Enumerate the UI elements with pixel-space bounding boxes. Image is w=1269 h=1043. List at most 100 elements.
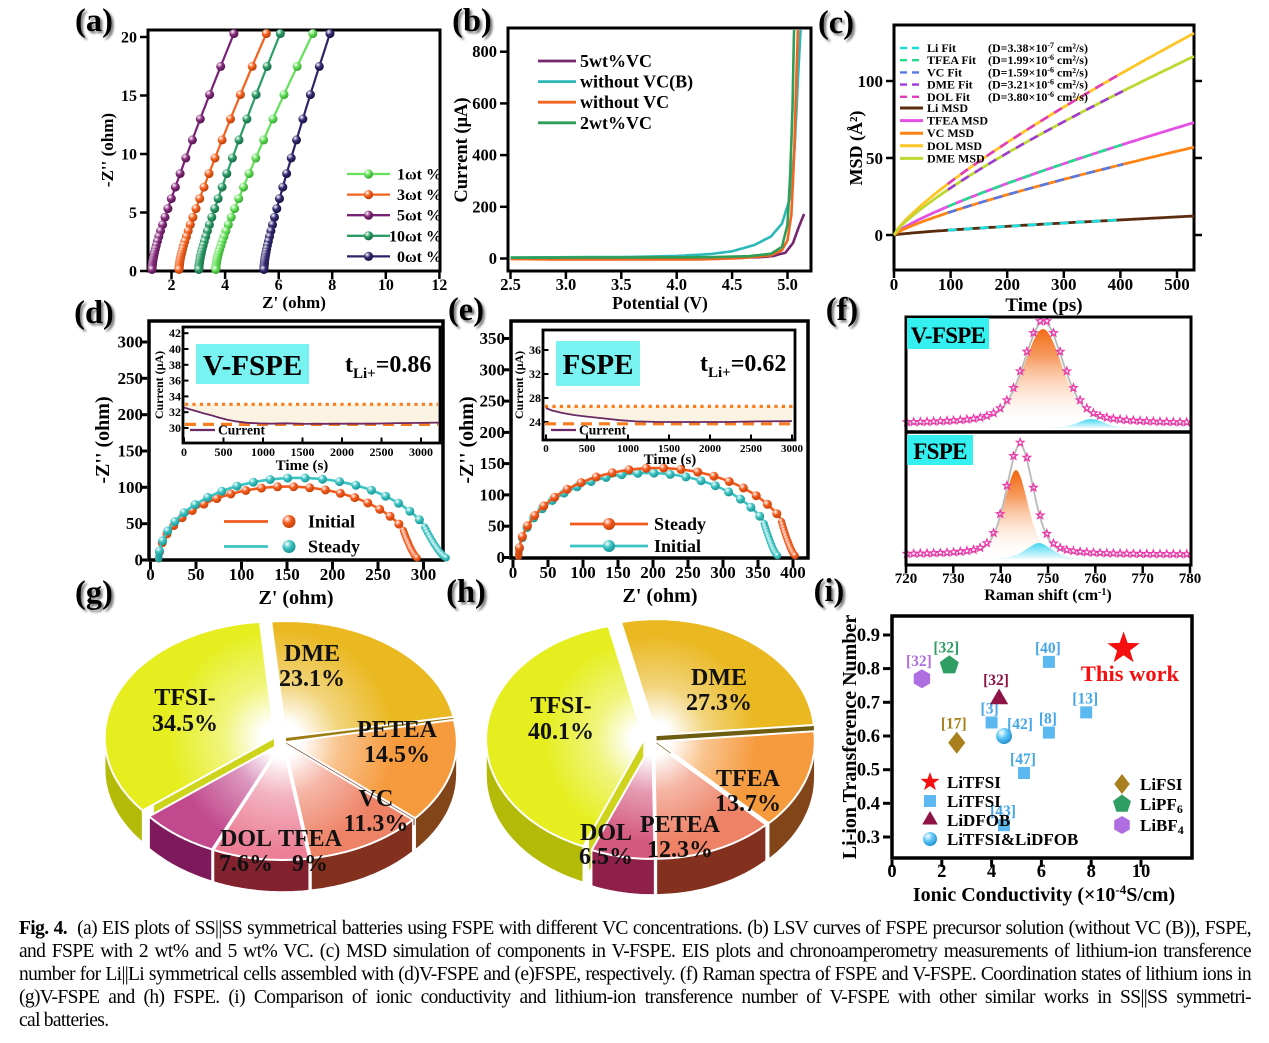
svg-text:3.5: 3.5 <box>611 275 632 294</box>
svg-text:Current (μA): Current (μA) <box>152 351 166 419</box>
svg-text:100: 100 <box>229 565 255 584</box>
svg-text:200: 200 <box>472 197 497 216</box>
svg-text:150: 150 <box>605 563 631 582</box>
svg-text:LiTFSI: LiTFSI <box>947 773 1001 792</box>
svg-text:0: 0 <box>497 548 506 567</box>
svg-text:[3]: [3] <box>981 701 999 718</box>
svg-text:0: 0 <box>887 862 896 882</box>
svg-text:1ωt %: 1ωt % <box>397 167 442 184</box>
svg-text:DOL: DOL <box>220 826 272 852</box>
svg-text:50: 50 <box>866 149 883 168</box>
svg-text:(D=1.99×10-6 cm²/s): (D=1.99×10-6 cm²/s) <box>988 53 1088 68</box>
svg-text:100: 100 <box>118 478 144 497</box>
svg-text:720: 720 <box>895 571 918 587</box>
svg-text:[42]: [42] <box>1007 716 1033 733</box>
svg-text:(b): (b) <box>452 3 492 39</box>
svg-text:Ionic Conductivity (×10-4S/cm): Ionic Conductivity (×10-4S/cm) <box>913 882 1175 907</box>
svg-text:DOL Fit: DOL Fit <box>927 90 970 104</box>
svg-text:DME MSD: DME MSD <box>927 151 985 165</box>
svg-text:0: 0 <box>489 249 497 268</box>
svg-text:[32]: [32] <box>906 653 932 670</box>
svg-text:[17]: [17] <box>941 716 967 733</box>
svg-text:0.7: 0.7 <box>857 693 880 713</box>
svg-text:[40]: [40] <box>1035 640 1061 657</box>
svg-text:300: 300 <box>118 332 144 351</box>
svg-text:Steady: Steady <box>308 537 360 557</box>
svg-text:(e): (e) <box>448 292 484 328</box>
svg-text:TFEA MSD: TFEA MSD <box>927 114 988 128</box>
svg-text:DOL: DOL <box>580 820 632 846</box>
svg-text:LiTFSI: LiTFSI <box>947 792 1001 811</box>
svg-text:DOL MSD: DOL MSD <box>927 139 982 153</box>
svg-text:2000: 2000 <box>330 445 354 459</box>
svg-text:2: 2 <box>937 862 946 882</box>
svg-text:14.5%: 14.5% <box>364 742 430 768</box>
svg-text:2wt%VC: 2wt%VC <box>580 113 652 133</box>
svg-text:600: 600 <box>472 94 497 113</box>
svg-text:200: 200 <box>320 565 346 584</box>
svg-text:VC MSD: VC MSD <box>927 126 974 140</box>
svg-text:TFEA Fit: TFEA Fit <box>927 53 976 67</box>
svg-text:500: 500 <box>215 445 233 459</box>
svg-text:LiBF4: LiBF4 <box>1140 816 1184 837</box>
svg-text:without VC: without VC <box>580 92 669 112</box>
svg-text:250: 250 <box>118 369 144 388</box>
svg-text:400: 400 <box>780 563 806 582</box>
svg-text:1000: 1000 <box>251 445 275 459</box>
svg-text:PETEA: PETEA <box>357 717 438 743</box>
svg-text:Current: Current <box>579 423 626 438</box>
svg-text:300: 300 <box>710 563 736 582</box>
svg-text:5wt%VC: 5wt%VC <box>580 51 652 71</box>
svg-text:6: 6 <box>275 277 283 294</box>
svg-text:Time (ps): Time (ps) <box>1005 295 1082 316</box>
svg-text:Current: Current <box>218 423 265 438</box>
svg-text:Raman shift (cm-1): Raman shift (cm-1) <box>984 587 1111 605</box>
svg-text:13.7%: 13.7% <box>715 791 781 817</box>
svg-text:Initial: Initial <box>654 536 701 556</box>
svg-text:250: 250 <box>675 563 701 582</box>
svg-text:1500: 1500 <box>291 445 315 459</box>
svg-text:0.4: 0.4 <box>857 794 880 814</box>
svg-text:500: 500 <box>579 443 596 455</box>
svg-text:36: 36 <box>529 343 541 357</box>
svg-text:0: 0 <box>181 445 187 459</box>
svg-text:740: 740 <box>989 571 1012 587</box>
svg-text:Current (μA): Current (μA) <box>452 97 472 202</box>
svg-text:2500: 2500 <box>740 443 763 455</box>
svg-text:0ωt %: 0ωt % <box>397 249 442 266</box>
svg-text:2.5: 2.5 <box>500 275 521 294</box>
svg-text:[13]: [13] <box>1072 690 1098 707</box>
svg-text:TFEA: TFEA <box>716 766 781 792</box>
svg-text:730: 730 <box>942 571 965 587</box>
svg-text:4.5: 4.5 <box>722 275 743 294</box>
svg-text:760: 760 <box>1084 571 1107 587</box>
svg-text:9%: 9% <box>292 851 328 877</box>
svg-text:0.8: 0.8 <box>857 660 880 680</box>
svg-text:(a): (a) <box>75 3 113 39</box>
svg-text:300: 300 <box>1051 275 1077 294</box>
svg-text:V-FSPE: V-FSPE <box>203 350 302 382</box>
svg-text:27.3%: 27.3% <box>686 690 752 716</box>
svg-text:15: 15 <box>121 88 137 105</box>
svg-text:300: 300 <box>411 565 437 584</box>
svg-text:Li MSD: Li MSD <box>927 101 968 115</box>
svg-text:(f): (f) <box>826 292 858 328</box>
svg-text:350: 350 <box>480 329 506 348</box>
svg-text:PETEA: PETEA <box>640 812 721 838</box>
svg-text:(g): (g) <box>75 575 113 611</box>
svg-text:Time (s): Time (s) <box>276 458 329 474</box>
svg-text:250: 250 <box>365 565 391 584</box>
svg-text:without VC(B): without VC(B) <box>580 72 693 93</box>
svg-text:5.0: 5.0 <box>777 275 798 294</box>
svg-text:200: 200 <box>994 275 1020 294</box>
svg-text:11.3%: 11.3% <box>344 811 409 837</box>
svg-text:VC: VC <box>359 786 394 812</box>
svg-text:[43]: [43] <box>990 803 1016 820</box>
svg-text:3000: 3000 <box>781 443 804 455</box>
svg-text:This work: This work <box>1081 661 1180 686</box>
svg-text:12.3%: 12.3% <box>647 837 713 863</box>
svg-text:0: 0 <box>509 563 518 582</box>
svg-text:800: 800 <box>472 42 497 61</box>
svg-text:[32]: [32] <box>983 672 1009 689</box>
svg-text:50: 50 <box>126 514 143 533</box>
